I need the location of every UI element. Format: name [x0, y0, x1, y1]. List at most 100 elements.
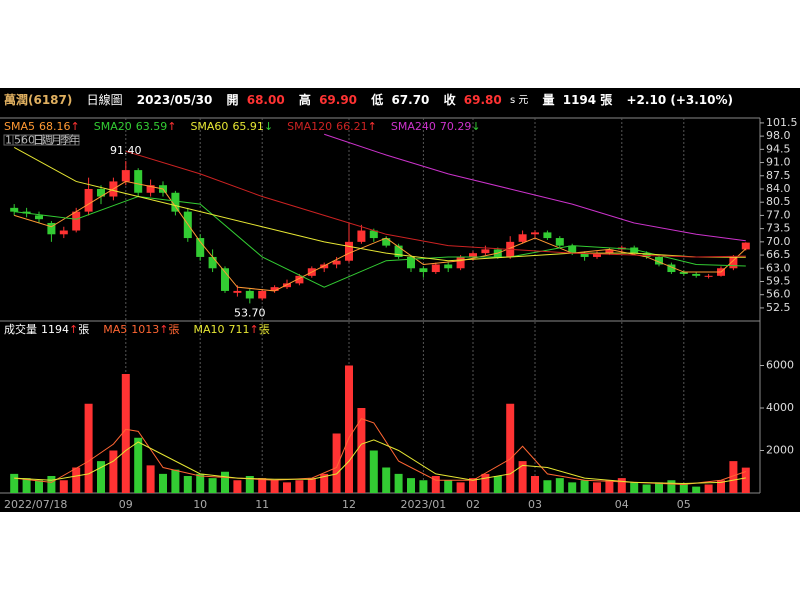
volume-bar: [59, 480, 68, 493]
volume-bar: [481, 473, 490, 493]
volume-bar: [506, 403, 515, 493]
background: [0, 88, 800, 512]
ma-line: [14, 439, 746, 484]
legend-arrow: ↑: [71, 120, 80, 133]
close: 69.80: [464, 93, 502, 107]
candle-body: [146, 185, 155, 193]
candle-body: [84, 188, 93, 212]
legend-arrow: ↑: [249, 323, 258, 336]
open: 68.00: [247, 93, 285, 107]
candle-body: [10, 207, 19, 212]
volume-bar: [171, 469, 180, 493]
candle-body: [407, 256, 415, 269]
volume-bar: [35, 480, 43, 493]
ma-line: [14, 180, 747, 292]
candle-body: [382, 238, 391, 246]
ma-line: [324, 133, 746, 242]
period-button-box: [69, 134, 80, 146]
period-button[interactable]: 年: [69, 133, 80, 147]
x-tick-label: 10: [193, 498, 207, 511]
candle-body: [295, 275, 304, 284]
high-label: 高: [299, 92, 311, 107]
candle-body: [394, 245, 403, 257]
legend-value: 1013: [131, 323, 159, 336]
volume-bar: [531, 476, 539, 493]
legend-value: 711: [228, 323, 249, 336]
volume-bar: [369, 450, 378, 493]
candle-body: [283, 283, 291, 288]
low: 67.70: [391, 93, 429, 107]
legend-name: SMA20: [94, 120, 132, 133]
volume-bar: [456, 482, 465, 493]
volume-bar: [642, 484, 651, 493]
volume-bar: [258, 478, 267, 493]
volume-bar: [580, 480, 589, 493]
volume-bar: [493, 476, 502, 493]
legend-arrow: ↑: [368, 120, 377, 133]
candle-body: [444, 264, 453, 269]
candle-body: [258, 290, 267, 299]
candle-body: [369, 230, 378, 239]
volume-bar: [134, 437, 143, 493]
y-tick-label: 56.0: [766, 288, 791, 301]
volume-label: 量: [543, 93, 555, 107]
candle-body: [518, 234, 527, 242]
candle-body: [692, 273, 701, 276]
volume-bar: [555, 478, 564, 493]
candle-body: [456, 256, 465, 269]
x-tick-label: 03: [528, 498, 542, 511]
volume-bar: [295, 480, 304, 493]
candle-body: [121, 170, 130, 182]
volume-bar: [605, 480, 614, 493]
legend: 成交量 1194↑張 MA5 1013↑張 MA10 711↑張: [4, 322, 270, 336]
period-button-label: 日: [33, 134, 44, 147]
legend-name: SMA120: [287, 120, 332, 133]
candle-body: [345, 241, 353, 261]
candle-body: [605, 249, 614, 254]
volume-bar: [47, 476, 56, 493]
volume-bar: [543, 480, 552, 493]
y-tick-label: 84.0: [766, 182, 791, 195]
candle-body: [531, 232, 539, 235]
candle-body: [469, 253, 477, 257]
volume-bar: [270, 480, 279, 493]
candle-body: [667, 264, 676, 273]
volume-bar: [307, 478, 316, 493]
volume-bar: [72, 467, 81, 493]
candle-body: [270, 287, 279, 291]
candle-body: [593, 253, 601, 257]
x-tick-label: 02: [466, 498, 480, 511]
x-tick-label: 11: [255, 498, 269, 511]
legend-arrow: ↑: [69, 323, 78, 336]
candle-body: [72, 211, 81, 231]
volume-value: 1194: [41, 323, 69, 336]
volume-bar: [245, 476, 254, 493]
stock-name: 萬潤(6187): [4, 92, 72, 107]
candle-body: [543, 232, 552, 239]
y-tick-label: 59.5: [766, 274, 791, 287]
legend-name: MA10: [193, 323, 224, 336]
volume-bar: [704, 484, 713, 493]
candle-body: [729, 256, 738, 269]
volume-bar: [469, 478, 477, 493]
period-button[interactable]: 1: [3, 134, 14, 147]
legend-value: 65.91: [232, 120, 264, 133]
y-tick-label: 52.5: [766, 301, 791, 314]
candle-body: [630, 247, 639, 254]
legend-arrow: ↑: [159, 323, 168, 336]
volume-bar: [196, 473, 205, 493]
candle-body: [134, 170, 143, 193]
annotation: 53.70: [234, 306, 266, 319]
volume-bar: [10, 473, 19, 493]
unit: s 元: [510, 95, 528, 106]
candle-body: [47, 222, 56, 235]
volume-bar: [617, 478, 626, 493]
volume-bar: [109, 450, 118, 493]
annotation: 91.40: [110, 144, 142, 157]
candle-body: [741, 242, 750, 250]
period-button-label: 1: [5, 134, 12, 147]
volume-bar: [221, 471, 229, 493]
x-tick-label: 04: [615, 498, 629, 511]
candle-body: [233, 290, 242, 293]
